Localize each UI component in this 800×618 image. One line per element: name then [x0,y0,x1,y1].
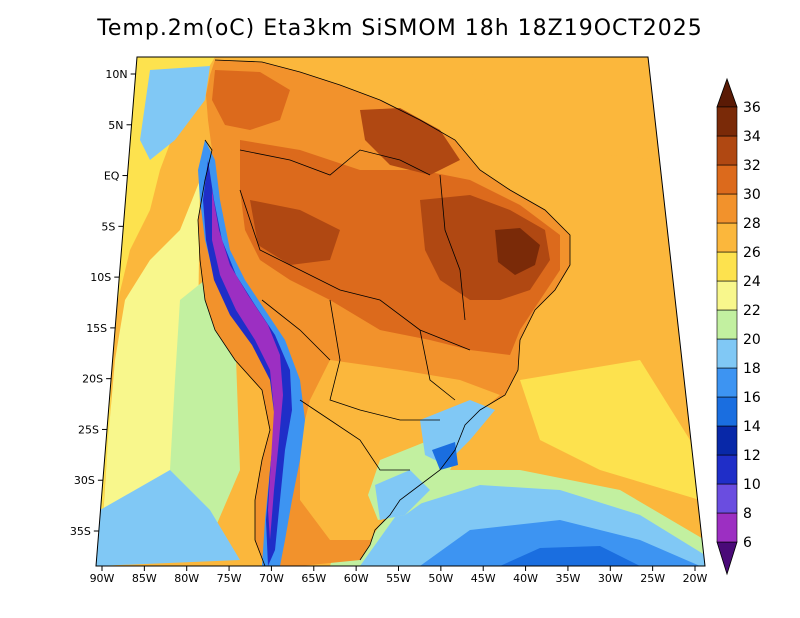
colorbar-label: 10 [743,477,761,493]
colorbar-band [716,222,738,253]
lon-tick-label: 35W [555,572,580,585]
colorbar-band [716,396,738,427]
colorbar-label: 22 [743,303,761,319]
lat-tick-label: 20S [82,373,103,386]
colorbar-label: 14 [743,419,761,435]
lat-tick-label: 10S [90,271,111,284]
lon-tick-label: 75W [217,572,242,585]
pacific-warm-band [96,57,215,566]
colorbar-band [716,280,738,311]
lat-tick-label: 10N [105,68,127,81]
atlantic-central-band [520,360,700,500]
colorbar-label: 6 [743,535,752,551]
lon-tick-label: 70W [259,572,284,585]
colorbar-band [716,193,738,224]
andes-ridge-coldest [212,190,283,540]
map-title: Temp.2m(oC) Eta3km SiSMOM 18h 18Z19OCT20… [97,16,703,41]
colorbar-label: 24 [743,274,761,290]
colorbar-label: 28 [743,216,761,232]
lon-tick-label: 50W [428,572,453,585]
lon-tick-label: 60W [344,572,369,585]
longitude-axis: 90W 85W 80W 75W 70W 65W 60W 55W 50W 45W 40W 35W 30W 2… [90,566,708,585]
colorbar-band [716,164,738,195]
uruguay-cool [375,470,430,520]
colorbar-band [716,367,738,398]
colorbar-band [716,483,738,514]
atlantic-north [470,57,660,160]
pacific-cool-band [170,280,240,540]
lon-tick-label: 90W [90,572,115,585]
lon-tick-label: 45W [471,572,496,585]
lat-tick-label: 30S [74,474,95,487]
temperature-field [96,57,705,566]
lon-tick-label: 25W [640,572,665,585]
colorbar-bottom-arrow [716,541,738,576]
colorbar-band [716,425,738,456]
colorbar-label: 26 [743,245,761,261]
lat-tick-label: EQ [104,170,120,183]
map-frame [95,56,706,567]
colorbar-label: 34 [743,129,761,145]
serra-cold [432,442,458,470]
lon-tick-label: 85W [132,572,157,585]
lat-tick-label: 5S [101,220,115,233]
lon-tick-label: 80W [174,572,199,585]
lon-tick-label: 30W [598,572,623,585]
pacific-cool-north [140,66,210,160]
latitude-axis: 10N 5N EQ 5S 10S 15S 20S 25S 30S 35S [70,68,136,538]
colorbar-band [716,309,738,340]
colorbar-label: 18 [743,361,761,377]
colorbar-label: 30 [743,187,761,203]
colorbar-band [716,251,738,282]
colorbar-label: 32 [743,158,761,174]
atlantic-south-cold [420,520,700,566]
lat-tick-label: 25S [78,423,99,436]
colorbar-label: 20 [743,332,761,348]
lat-tick-label: 5N [108,119,123,132]
south-land-mild [300,360,500,540]
colorbar-band [716,135,738,166]
hot-core-amazon [240,140,560,355]
colorbar-band [716,512,738,543]
colorbar-label: 16 [743,390,761,406]
colorbar-band [716,454,738,485]
hot-west-amazon [250,200,340,265]
colorbar: 6 8 10 12 14 16 18 20 22 24 26 28 30 32 34 36 [716,77,761,576]
colorbar-label: 8 [743,506,752,522]
lat-tick-label: 35S [70,525,91,538]
colorbar-top-arrow [716,77,738,108]
lon-tick-label: 55W [386,572,411,585]
lon-tick-label: 40W [513,572,538,585]
lat-tick-label: 15S [86,322,107,335]
atlantic-south-colder [500,546,640,566]
colorbar-label: 36 [743,100,761,116]
colorbar-label: 12 [743,448,761,464]
north-andes-hot [212,70,290,130]
hot-north-coast [360,108,460,175]
lon-tick-label: 20W [683,572,708,585]
pacific-south-cool [96,470,240,566]
hottest-core [495,228,540,275]
lon-tick-label: 65W [301,572,326,585]
colorbar-band [716,106,738,137]
country-borders [197,59,571,566]
colorbar-band [716,338,738,369]
